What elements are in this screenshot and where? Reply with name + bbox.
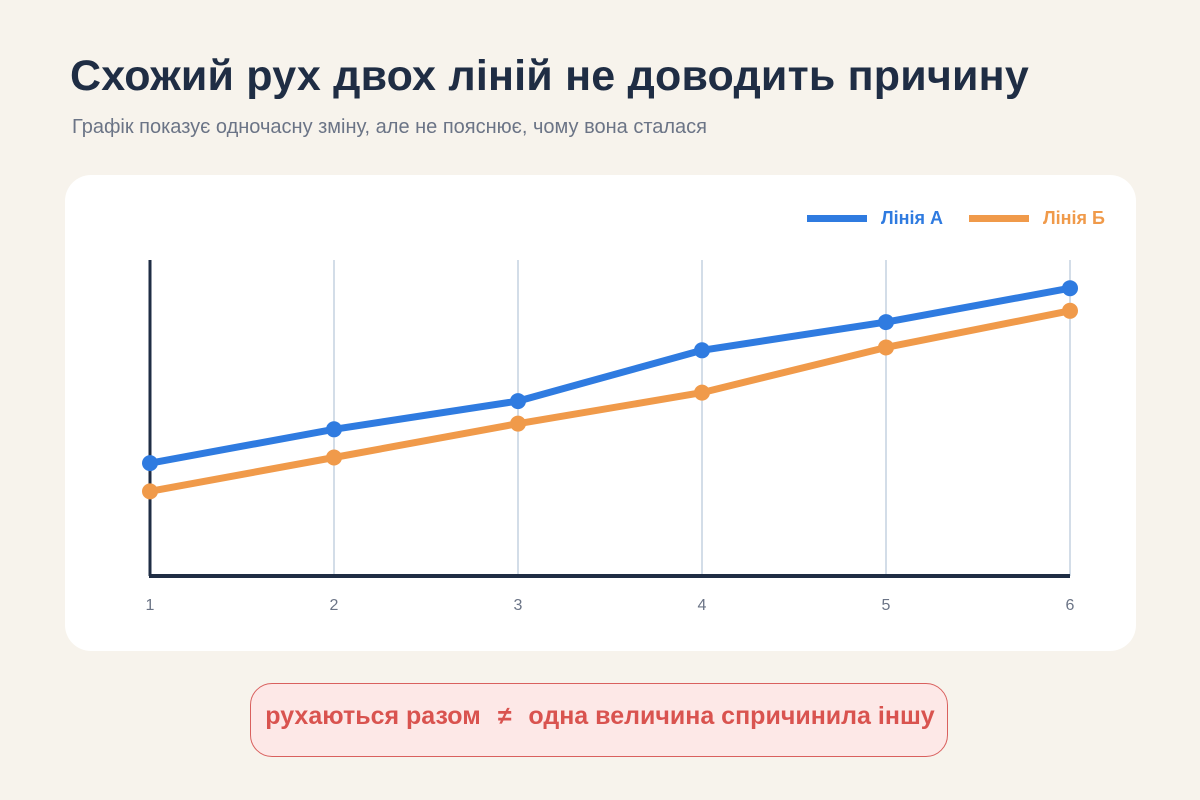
data-point-a-4 <box>694 342 710 359</box>
page-subtitle: Графік показує одночасну зміну, але не п… <box>72 116 707 138</box>
x-tick-label-1: 1 <box>146 597 155 614</box>
legend-label-series-a: Лінія А <box>881 208 944 228</box>
legend-item-series-a: Лінія А <box>807 208 943 229</box>
not-equal-symbol: ≠ <box>497 702 512 730</box>
data-point-a-1 <box>142 455 158 472</box>
legend-swatch-series-a <box>807 215 868 222</box>
page-title: Схожий рух двох ліній не доводить причин… <box>70 52 1029 100</box>
conclusion-left: рухаються разом <box>265 702 481 730</box>
chart-legend: Лінія А Лінія Б <box>807 208 1105 229</box>
data-point-b-5 <box>878 339 894 356</box>
data-point-b-4 <box>694 384 710 401</box>
conclusion-right: одна величина спричинила іншу <box>528 702 935 730</box>
data-point-b-3 <box>510 415 526 432</box>
series-line-a <box>146 284 1074 467</box>
series-line-b <box>146 307 1074 495</box>
legend-item-series-b: Лінія Б <box>969 208 1105 229</box>
data-point-a-2 <box>326 421 342 438</box>
legend-swatch-series-b <box>969 215 1030 222</box>
conclusion-text: рухаються разом ≠ одна величина спричини… <box>0 702 1200 731</box>
conclusion-banner <box>250 683 948 757</box>
legend-label-series-b: Лінія Б <box>1043 208 1105 228</box>
x-tick-label-4: 4 <box>698 597 707 614</box>
data-point-b-6 <box>1062 302 1078 319</box>
x-tick-label-3: 3 <box>514 597 523 614</box>
x-tick-label-6: 6 <box>1066 597 1075 614</box>
data-point-a-5 <box>878 314 894 331</box>
data-point-b-1 <box>142 483 158 500</box>
data-point-a-3 <box>510 393 526 410</box>
data-point-b-2 <box>326 449 342 466</box>
data-point-a-6 <box>1062 280 1078 297</box>
x-tick-label-5: 5 <box>882 597 891 614</box>
x-tick-label-2: 2 <box>330 597 339 614</box>
